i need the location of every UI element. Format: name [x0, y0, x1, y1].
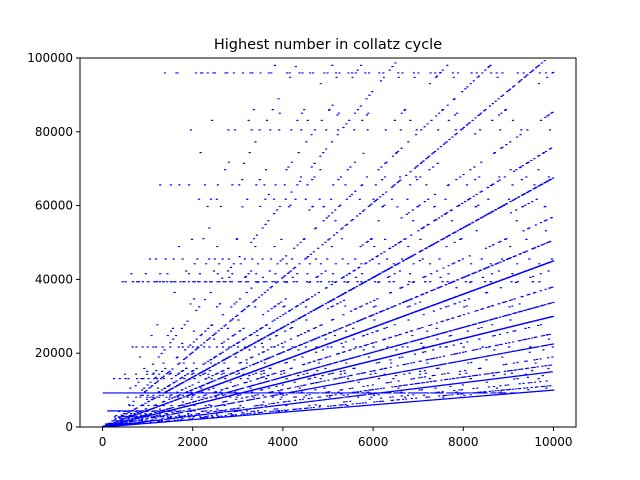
x-tick-label: 4000	[268, 435, 299, 449]
data-points	[101, 59, 555, 428]
y-tick-label: 80000	[35, 125, 73, 139]
y-axis: 0 20000 40000 60000 80000 100000	[27, 51, 80, 434]
chart-title: Highest number in collatz cycle	[214, 37, 442, 53]
x-tick-label: 10000	[534, 435, 572, 449]
x-tick-label: 6000	[358, 435, 389, 449]
x-tick-label: 8000	[448, 435, 479, 449]
y-tick-label: 20000	[35, 346, 73, 360]
y-tick-label: 100000	[27, 51, 73, 65]
scatter-points	[101, 59, 555, 428]
y-tick-label: 0	[65, 420, 73, 434]
y-tick-label: 60000	[35, 199, 73, 213]
x-tick-label: 2000	[177, 435, 208, 449]
plot-frame	[79, 57, 577, 428]
y-tick-label: 40000	[35, 272, 73, 286]
x-axis: 0 2000 4000 6000 8000 10000	[99, 427, 573, 449]
x-tick-label: 0	[99, 435, 107, 449]
